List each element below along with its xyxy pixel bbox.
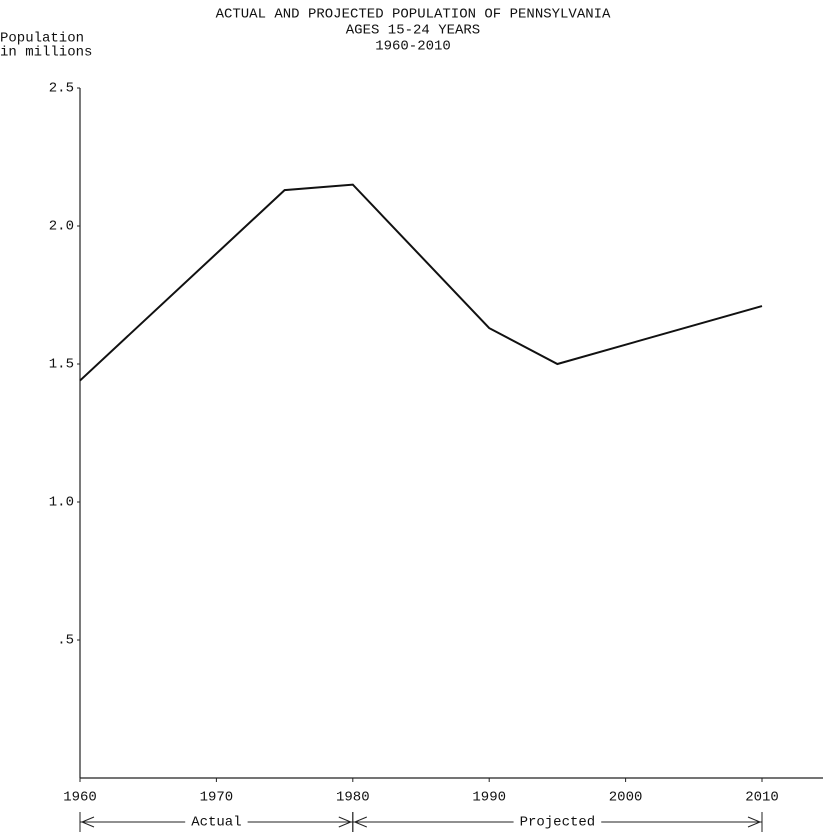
arrow-head (338, 816, 353, 828)
x-tick-label: 2000 (609, 790, 643, 806)
x-tick-label: 1960 (63, 790, 97, 806)
arrow-head (80, 816, 95, 828)
arrow-head (353, 816, 367, 828)
y-tick-label: 1.0 (49, 495, 74, 511)
span-label: Projected (520, 815, 596, 831)
y-tick-label: 2.5 (49, 81, 74, 97)
y-tick-label: 1.5 (49, 357, 74, 373)
data-line (79, 183, 763, 382)
chart-subtitle: 1960-2010 (375, 39, 451, 55)
arrow-head (747, 816, 762, 828)
y-axis-label: Population (0, 31, 84, 47)
span-label: Actual (191, 815, 241, 831)
chart-subtitle: AGES 15-24 YEARS (346, 23, 480, 39)
y-axis-label: in millions (0, 45, 92, 61)
x-tick-label: 2010 (745, 790, 779, 806)
y-tick-label: .5 (57, 633, 74, 649)
x-tick-label: 1980 (336, 790, 370, 806)
y-tick-label: 2.0 (49, 219, 74, 235)
x-tick-label: 1990 (472, 790, 506, 806)
x-tick-label: 1970 (200, 790, 234, 806)
chart-title: ACTUAL AND PROJECTED POPULATION OF PENNS… (216, 7, 611, 23)
